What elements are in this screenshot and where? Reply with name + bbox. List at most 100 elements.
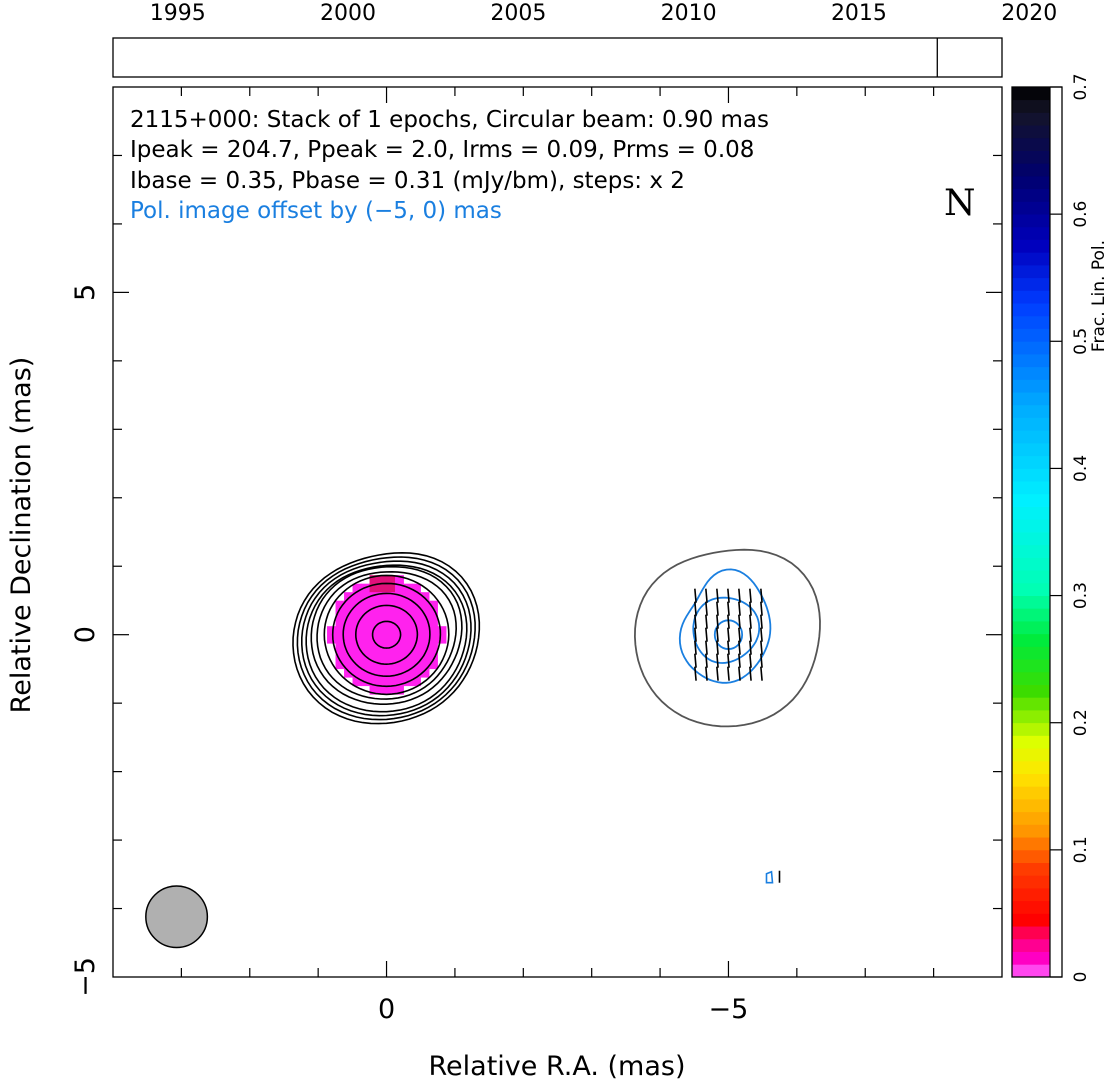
timeline-tick-label: 2005	[490, 1, 546, 26]
frac-pol-pixel	[378, 575, 387, 585]
evpa-vector	[738, 653, 741, 668]
y-tick-label: 0	[70, 626, 101, 643]
frac-pol-pixel	[369, 668, 379, 678]
colorbar-band	[1012, 481, 1050, 495]
evpa-vector	[727, 653, 730, 668]
frac-pol-pixel	[335, 634, 345, 644]
timeline: 1995 2000 2005 2010 2015 2020	[112, 1, 1058, 78]
frac-pol-pixel	[361, 660, 370, 670]
frac-pol-pixel	[352, 617, 362, 627]
frac-pol-pixel	[395, 677, 404, 687]
colorbar-ticks: 0 0.1 0.2 0.3 0.4 0.5 0.6 0.7	[1050, 73, 1091, 982]
frac-pol-pixel	[369, 592, 379, 602]
colorbar-frame	[1011, 86, 1063, 978]
colorbar-band	[1012, 265, 1050, 279]
frac-pol-pixel	[344, 668, 353, 678]
frac-pol-pixel	[344, 600, 353, 610]
colorbar-band	[1012, 608, 1050, 622]
timeline-ticks: 1995 2000 2005 2010 2015 2020	[150, 1, 1058, 26]
evpa-vector	[727, 614, 730, 629]
colorbar-band	[1012, 799, 1050, 813]
frac-pol-pixel	[352, 668, 362, 678]
colorbar-band	[1012, 354, 1050, 368]
frac-pol-pixel	[369, 617, 379, 627]
frac-pol-pixel	[395, 600, 404, 610]
north-label: N	[944, 183, 976, 224]
evpa-vector	[716, 588, 719, 603]
frac-pol-pixel	[420, 660, 430, 670]
colorbar-band	[1012, 532, 1050, 546]
evpa-vector	[694, 627, 697, 642]
colorbar-tick-label: 0	[1071, 972, 1091, 983]
evpa-vector	[705, 666, 708, 681]
evpa-vector	[727, 588, 730, 603]
colorbar-tick-label: 0.3	[1071, 582, 1091, 609]
stokes-i-contours	[292, 551, 481, 725]
colorbar-band	[1012, 430, 1050, 444]
evpa-vector	[738, 666, 741, 681]
colorbar-band	[1012, 99, 1050, 113]
colorbar-band	[1012, 290, 1050, 304]
frac-pol-pixel	[403, 668, 413, 678]
timeline-tick-label: 2010	[661, 1, 717, 26]
pol-contour-outer	[678, 568, 772, 684]
frac-pol-pixel	[386, 660, 396, 670]
frac-pol-pixel	[403, 600, 413, 610]
stokes-i-contour	[296, 556, 476, 721]
colorbar-band	[1012, 786, 1050, 800]
evpa-vector	[694, 601, 697, 616]
colorbar-band	[1012, 455, 1050, 469]
colorbar-band	[1012, 671, 1050, 685]
frac-pol-pixel	[429, 660, 438, 670]
colorbar-band	[1012, 239, 1050, 253]
evpa-vector	[716, 653, 719, 668]
frac-pol-pixel	[369, 643, 379, 653]
colorbar-band	[1012, 646, 1050, 660]
frac-pol-pixel	[395, 668, 404, 678]
colorbar-band	[1012, 87, 1050, 101]
colorbar-band	[1012, 621, 1050, 635]
colorbar-band	[1012, 913, 1050, 927]
colorbar-band	[1012, 582, 1050, 596]
colorbar-band	[1012, 938, 1050, 952]
evpa-vector	[705, 614, 708, 629]
frac-pol-pixel	[420, 626, 430, 636]
frac-pol-pixel	[352, 643, 362, 653]
frac-pol-pixel	[378, 592, 387, 602]
colorbar-band	[1012, 226, 1050, 240]
frac-pol-pixel	[420, 617, 430, 627]
frac-pol-pixel	[327, 626, 336, 636]
frac-pol-pixel	[386, 583, 396, 593]
frac-pol-pixel	[386, 668, 396, 678]
timeline-tick-label: 2000	[320, 1, 376, 26]
timeline-tick-label: 1995	[150, 1, 206, 26]
frac-pol-pixel	[361, 634, 370, 644]
colorbar-band	[1012, 315, 1050, 329]
colorbar-band	[1012, 544, 1050, 558]
frac-pol-pixel	[344, 651, 353, 661]
frac-pol-pixel	[352, 592, 362, 602]
evpa-vector	[694, 666, 697, 681]
frac-pol-pixel	[378, 634, 387, 644]
colorbar-band	[1012, 252, 1050, 266]
frac-pol-pixel	[386, 626, 396, 636]
frac-pol-pixel	[369, 575, 379, 585]
colorbar-band	[1012, 837, 1050, 851]
frac-pol-pixel	[378, 685, 387, 695]
frac-pol-pixel	[403, 643, 413, 653]
colorbar-band	[1012, 366, 1050, 380]
pol-noise-contour	[765, 870, 774, 884]
plot-frame	[112, 86, 1003, 978]
colorbar-band	[1012, 112, 1050, 126]
frac-pol-pixel	[429, 617, 438, 627]
annotation-line-2: Ipeak = 204.7, Ppeak = 2.0, Irms = 0.09,…	[130, 137, 754, 163]
frac-pol-pixel	[386, 634, 396, 644]
colorbar-band	[1012, 125, 1050, 139]
frac-pol-pixel	[403, 660, 413, 670]
frac-pol-pixel	[378, 583, 387, 593]
colorbar-band	[1012, 328, 1050, 342]
frac-pol-pixel	[369, 660, 379, 670]
evpa-vector	[705, 601, 708, 616]
frac-pol-pixel	[369, 685, 379, 695]
